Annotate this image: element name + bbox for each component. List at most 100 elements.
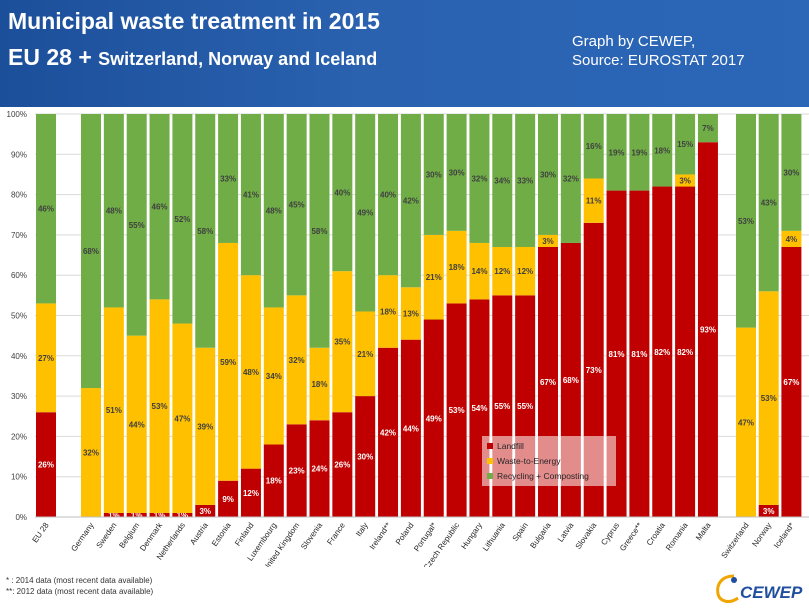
x-tick-label: Sweden: [95, 521, 119, 550]
data-label: 35%: [334, 338, 350, 347]
bar-landfill: [149, 512, 170, 517]
data-label: 15%: [677, 140, 693, 149]
bar-waste-to-energy: [378, 275, 399, 348]
bar-recycling-composting: [263, 114, 284, 308]
bar-recycling-composting: [736, 114, 756, 328]
bar-recycling-composting: [286, 114, 307, 296]
data-label: 82%: [654, 348, 670, 357]
bar-landfill: [218, 480, 239, 517]
bar-recycling-composting: [378, 114, 399, 276]
bar-waste-to-energy: [286, 295, 307, 425]
x-tick-label: France: [325, 521, 347, 547]
data-label: 18%: [654, 146, 670, 155]
data-label: 51%: [106, 406, 122, 415]
data-label: 42%: [380, 428, 396, 437]
y-tick-label: 20%: [11, 432, 27, 441]
bar-waste-to-energy: [218, 242, 239, 481]
x-tick-label: Romania: [664, 521, 690, 553]
data-label: 68%: [563, 376, 579, 385]
x-tick-label: Cyprus: [599, 521, 621, 547]
bar-recycling-composting: [675, 114, 696, 175]
data-label: 3%: [542, 237, 554, 246]
bar-landfill: [446, 303, 467, 517]
bar-waste-to-energy: [332, 271, 353, 413]
bar-recycling-composting: [515, 114, 536, 247]
legend-swatch: [487, 473, 493, 479]
data-label: 18%: [449, 263, 465, 272]
bar-waste-to-energy: [172, 323, 193, 513]
x-tick-label: Spain: [511, 521, 530, 543]
data-label: 7%: [702, 124, 714, 133]
data-label: 42%: [403, 197, 419, 206]
bar-recycling-composting: [697, 114, 718, 143]
bar-waste-to-energy: [400, 287, 421, 340]
bar-waste-to-energy: [758, 291, 779, 505]
data-label: 32%: [83, 449, 99, 458]
data-label: 12%: [243, 489, 259, 498]
data-label: 40%: [380, 191, 396, 200]
bar-waste-to-energy: [515, 246, 536, 296]
data-label: 53%: [152, 402, 168, 411]
stacked-bar-chart: 0% 10% 20% 30% 40% 50% 60% 70% 80% 90% 100% 26% 27% 4…: [7, 110, 809, 567]
chart-subtitle: EU 28 + Switzerland, Norway and Iceland: [8, 44, 377, 71]
bar-waste-to-energy: [469, 242, 490, 300]
x-tick-label: Finland: [233, 521, 255, 548]
cewep-logo-icon: [716, 574, 739, 603]
data-label: 67%: [783, 378, 799, 387]
bar-waste-to-energy: [309, 347, 330, 421]
y-tick-label: 90%: [11, 150, 27, 159]
bar-waste-to-energy: [492, 246, 513, 296]
data-label: 34%: [494, 176, 510, 185]
y-tick-label: 70%: [11, 231, 27, 240]
data-label: 18%: [380, 307, 396, 316]
data-label: 41%: [243, 191, 259, 200]
bar-recycling-composting: [240, 114, 261, 276]
data-label: 3%: [763, 507, 775, 516]
bar-recycling-composting: [400, 114, 421, 288]
data-label: 47%: [738, 418, 754, 427]
data-label: 19%: [631, 148, 647, 157]
data-label: 47%: [174, 414, 190, 423]
bar-waste-to-energy: [240, 275, 261, 469]
bar-recycling-composting: [781, 114, 802, 231]
data-label: 9%: [222, 495, 234, 504]
x-tick-label: Iceland*: [772, 521, 796, 550]
y-tick-label: 30%: [11, 392, 27, 401]
data-label: 49%: [357, 209, 373, 218]
bar-recycling-composting: [629, 114, 650, 191]
data-label: 52%: [174, 215, 190, 224]
x-tick-label: Poland: [394, 521, 416, 547]
data-label: 81%: [609, 350, 625, 359]
bar-recycling-composting: [149, 114, 170, 300]
bar-landfill: [400, 339, 421, 517]
x-tick-label: Latvia: [556, 521, 576, 544]
data-label: 46%: [38, 205, 54, 214]
data-label: 68%: [83, 247, 99, 256]
data-label: 53%: [738, 217, 754, 226]
data-label: 53%: [761, 394, 777, 403]
data-label: 23%: [289, 467, 305, 476]
data-label: 93%: [700, 326, 716, 335]
bar-waste-to-energy: [263, 307, 284, 445]
x-tick-label: Belgium: [117, 521, 141, 550]
bar-recycling-composting: [560, 114, 581, 243]
x-tick-label: Switzerland: [720, 521, 751, 560]
bar-landfill: [652, 186, 673, 518]
bar-recycling-composting: [126, 114, 147, 336]
footnote-2012: **: 2012 data (most recent data availabl…: [6, 587, 154, 596]
x-tick-label: Norway: [750, 521, 773, 548]
data-label: 55%: [494, 402, 510, 411]
bar-landfill: [286, 424, 307, 517]
bar-landfill: [758, 504, 779, 517]
data-label: 34%: [266, 372, 282, 381]
x-tick-label: Greece**: [618, 521, 644, 553]
data-label: 26%: [334, 461, 350, 470]
data-label: 39%: [197, 422, 213, 431]
data-label: 81%: [631, 350, 647, 359]
bar-waste-to-energy: [149, 299, 170, 513]
bar-recycling-composting: [172, 114, 193, 324]
data-label: 73%: [586, 366, 602, 375]
x-tick-label: Slovenia: [299, 521, 324, 552]
data-label: 48%: [243, 368, 259, 377]
bar-landfill: [606, 190, 627, 517]
